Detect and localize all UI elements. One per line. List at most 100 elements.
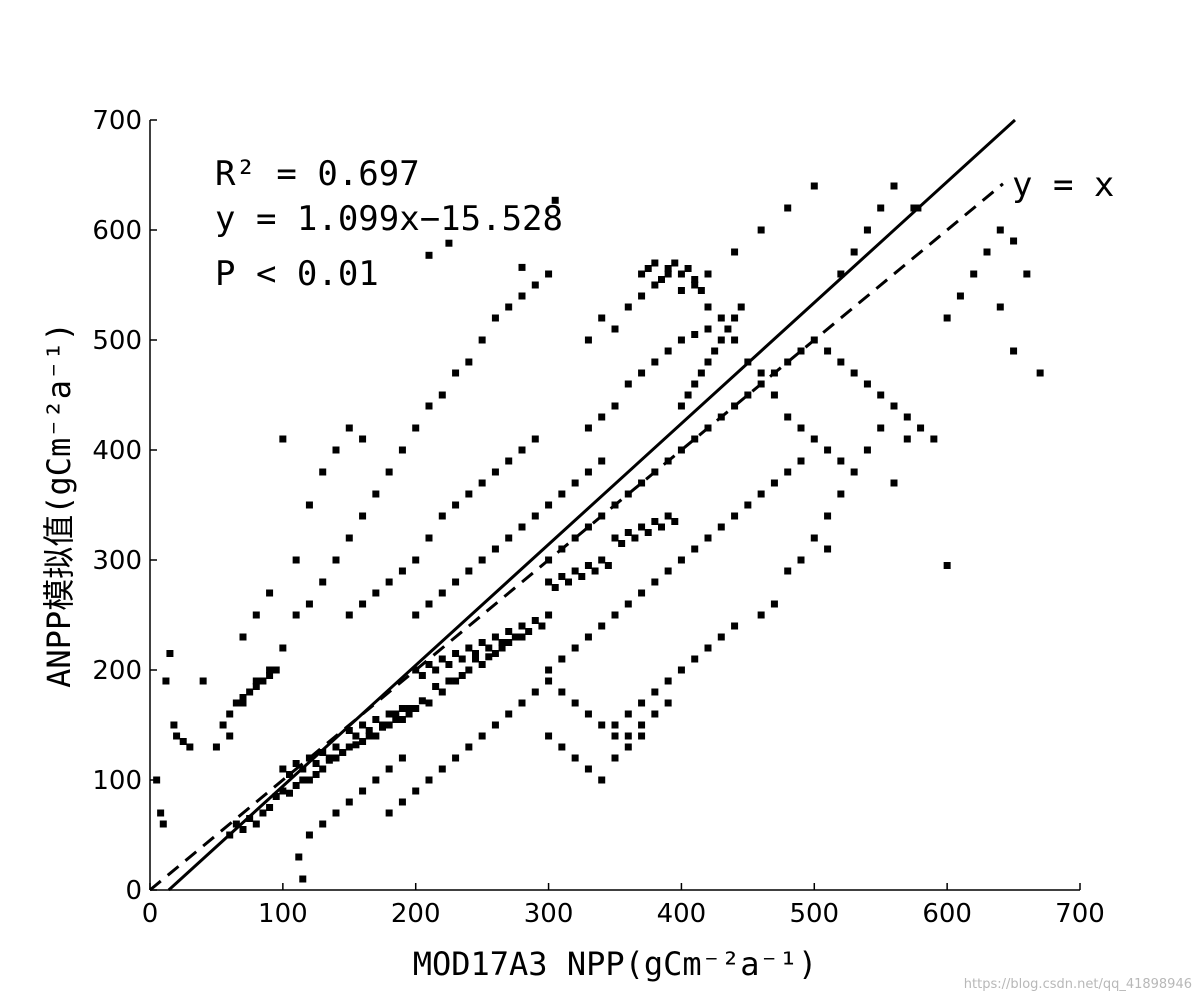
data-point [531,281,539,289]
data-point [877,391,885,399]
data-point [491,468,499,476]
data-point [425,402,433,410]
data-point [325,754,333,762]
data-point [890,479,898,487]
data-point [345,611,353,619]
data-point [824,347,832,355]
data-point [797,556,805,564]
data-point [704,644,712,652]
data-point [917,424,925,432]
data-point [584,765,592,773]
data-point [505,639,513,646]
data-point [737,303,745,311]
data-point [664,270,672,278]
x-tick-label: 500 [789,899,839,929]
data-point [425,699,433,707]
data-point [385,809,393,817]
data-point [578,573,586,580]
data-point [345,798,353,806]
data-point [219,721,227,729]
data-point [425,251,433,259]
data-point [545,732,553,740]
data-point [731,314,739,322]
data-point [677,270,685,278]
data-point [545,611,553,619]
data-point [372,732,380,740]
data-point [359,512,367,520]
data-point [505,628,513,635]
data-point [186,743,194,751]
x-tick-label: 400 [657,899,707,929]
data-point [731,248,739,256]
data-point [757,226,765,234]
data-point [438,589,446,597]
data-point [731,622,739,630]
data-point [478,732,486,740]
data-point [784,567,792,575]
data-point [465,644,473,652]
data-point [598,413,606,421]
data-point [717,523,725,531]
data-point [890,182,898,190]
data-point [797,424,805,432]
data-point [770,391,778,399]
data-point [658,523,665,531]
data-point [797,457,805,465]
data-point [837,270,845,278]
data-point [531,688,539,696]
data-point [638,292,646,300]
data-point [797,347,805,355]
data-point [359,738,367,745]
data-point [631,534,639,542]
data-point [319,468,327,476]
data-point [604,562,612,569]
data-point [704,534,712,542]
data-point [531,512,539,520]
data-point [624,732,632,740]
y-tick-label: 300 [92,546,142,576]
data-point [571,754,579,762]
data-point [598,314,606,322]
data-point [432,683,440,690]
data-point [691,331,699,338]
data-point [212,743,220,751]
data-point [704,358,712,366]
data-point [312,760,320,767]
data-point [704,303,712,311]
data-point [877,204,885,212]
x-axis-label: MOD17A3 NPP(gCm⁻²a⁻¹) [413,945,818,983]
data-point [558,655,566,663]
data-point [545,270,553,278]
y-tick-label: 200 [92,656,142,686]
data-point [531,435,539,443]
data-point [850,468,858,476]
data-point [731,336,739,344]
equation-annotation: y = 1.099x−15.528 [215,199,563,239]
data-point [850,248,858,256]
data-point [717,314,725,322]
data-point [239,826,247,833]
data-point [651,259,659,267]
data-point [691,435,699,443]
data-point [452,369,460,377]
data-point [677,446,685,454]
data-point [638,479,646,487]
data-point [266,589,274,597]
data-point [611,721,619,729]
data-point [385,578,393,586]
data-point [458,655,466,663]
y-tick-label: 600 [92,216,142,246]
data-point [305,776,313,784]
data-point [598,776,606,784]
data-point [664,265,672,272]
data-point [305,754,313,762]
data-point [412,556,420,564]
data-point [385,765,393,773]
data-point [518,622,526,630]
data-point [339,749,347,756]
x-tick-label: 0 [142,899,159,929]
data-point [1023,270,1031,278]
data-point [292,782,300,789]
data-point [943,562,951,569]
